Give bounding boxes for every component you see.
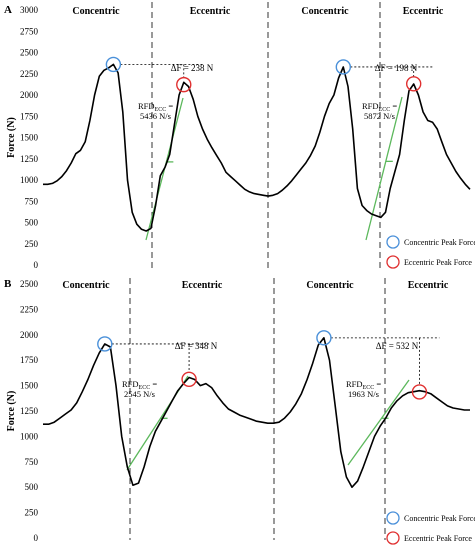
rfd-value: 2545 N/s [124,389,155,399]
y-tick-label: 2000 [20,330,39,340]
rfd-label-main: RFD [122,379,139,389]
y-tick-label: 250 [25,508,39,518]
rfd-label-equals: = [150,379,157,389]
y-tick-label: 0 [34,533,39,543]
panel-a: A Force (N) 0 250 500 750 1000 1250 1500 1750 2000… [4,2,475,270]
concentric-peak-marker [335,59,352,75]
phase-label-concentric: Concentric [62,280,110,291]
y-tick-label: 1250 [20,154,39,164]
eccentric-peak-marker [181,371,197,388]
legend-concentric-icon [386,235,400,249]
concentric-peak-marker [316,330,332,346]
y-tick-label: 2000 [20,90,39,100]
delta-force-label: ΔF = 348 N [175,341,218,351]
delta-force-label: ΔF = 198 N [375,63,418,73]
y-tick-label: 2750 [20,26,39,36]
rfd-label: RFDECC = [122,379,157,391]
rfd-label: RFDECC = [138,101,173,113]
legend-eccentric-icon [386,255,400,269]
rfd-label-subscript: ECC [379,107,391,113]
rfd-label-equals: = [374,379,381,389]
legend-eccentric-icon [386,531,400,545]
legend-concentric-label: Concentric Peak Force [404,238,475,247]
concentric-peak-marker [97,336,113,352]
rfd-label-equals: = [390,101,397,111]
eccentric-peak-marker [405,76,422,92]
panel-letter: A [4,4,12,16]
panel-letter: B [4,278,12,290]
rfd-label-equals: = [166,101,173,111]
rfd-line [347,379,410,466]
y-tick-label: 1750 [20,355,39,365]
y-tick-label: 1000 [20,431,39,441]
delta-force-label: ΔF = 532 N [376,341,419,351]
y-tick-label: 750 [25,196,39,206]
rfd-value: 5436 N/s [140,111,171,121]
y-tick-label: 500 [25,482,39,492]
y-tick-label: 1250 [20,406,39,416]
y-tick-label: 250 [25,239,39,249]
force-trace [43,337,470,488]
rfd-label: RFDECC = [362,101,397,113]
rfd-label-main: RFD [138,101,155,111]
y-tick-label: 0 [34,260,39,270]
y-tick-label: 2250 [20,69,39,79]
rfd-value: 1963 N/s [348,389,379,399]
y-axis-label: Force (N) [6,117,17,158]
phase-label-concentric: Concentric [72,6,120,17]
legend-concentric-icon [386,511,400,525]
y-tick-label: 2500 [20,48,39,58]
y-tick-label: 3000 [20,5,39,15]
concentric-peak-marker [105,56,122,73]
y-tick-label: 1000 [20,175,39,185]
y-tick-label: 1500 [20,133,39,143]
y-tick-label: 750 [25,457,39,467]
rfd-label: RFDECC = [346,379,381,391]
phase-label-concentric: Concentric [306,280,354,291]
legend-eccentric-label: Eccentric Peak Force [404,534,472,543]
rfd-value: 5872 N/s [364,111,395,121]
rfd-line [365,96,403,241]
panel-b: B Force (N) 0 250 500 750 1000 1250 1500 1750 2000… [4,278,475,545]
y-tick-label: 2500 [20,279,39,289]
eccentric-peak-marker [176,76,192,93]
legend-concentric-label: Concentric Peak Force [404,514,475,523]
phase-label-eccentric: Eccentric [182,280,223,291]
rfd-label-main: RFD [362,101,379,111]
rfd-label-subscript: ECC [155,107,167,113]
y-tick-label: 1500 [20,381,39,391]
delta-force-label: ΔF = 238 N [171,63,214,73]
rfd-label-subscript: ECC [139,385,151,391]
y-tick-label: 500 [25,218,39,228]
y-tick-label: 1750 [20,111,39,121]
rfd-label-subscript: ECC [363,385,375,391]
phase-label-concentric: Concentric [301,6,349,17]
y-axis-label: Force (N) [6,391,17,432]
force-trace [43,63,471,232]
legend-eccentric-label: Eccentric Peak Force [404,258,472,267]
y-tick-label: 2250 [20,304,39,314]
phase-label-eccentric: Eccentric [403,6,444,17]
rfd-label-main: RFD [346,379,363,389]
phase-label-eccentric: Eccentric [408,280,449,291]
eccentric-peak-marker [411,384,428,400]
phase-label-eccentric: Eccentric [190,6,231,17]
